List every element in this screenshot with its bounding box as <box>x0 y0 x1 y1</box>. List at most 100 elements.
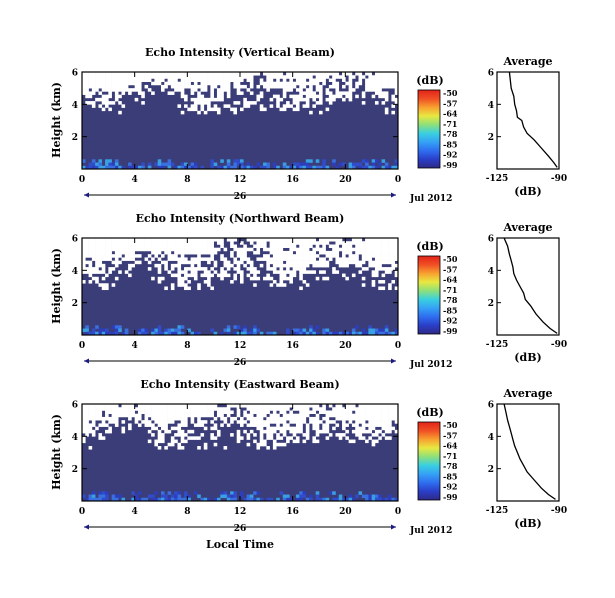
missing-cell <box>279 404 284 408</box>
missing-cell <box>276 426 280 431</box>
missing-cell <box>295 104 300 108</box>
missing-cell <box>391 407 396 411</box>
missing-cell <box>279 276 284 281</box>
missing-cell <box>134 260 139 265</box>
missing-cell <box>394 254 398 258</box>
missing-cell <box>233 276 238 281</box>
missing-cell <box>325 410 330 414</box>
missing-cell <box>223 257 228 261</box>
missing-cell <box>223 75 228 79</box>
missing-cell <box>190 263 195 268</box>
missing-cell <box>249 84 254 89</box>
missing-cell <box>322 238 326 242</box>
echo-cell <box>243 328 247 333</box>
missing-cell <box>210 254 214 258</box>
missing-cell <box>272 81 277 86</box>
echo-cell <box>193 491 198 495</box>
missing-cell <box>82 81 86 86</box>
missing-cell <box>98 72 103 76</box>
echo-cell <box>236 162 241 167</box>
missing-cell <box>85 270 89 274</box>
missing-cell <box>312 241 317 245</box>
colorbar-tick-label: -64 <box>443 275 458 285</box>
missing-cell <box>279 267 284 271</box>
missing-cell <box>240 280 244 284</box>
missing-cell <box>207 78 211 82</box>
missing-cell <box>263 423 267 427</box>
missing-cell <box>207 247 211 252</box>
missing-cell <box>305 88 310 92</box>
missing-cell <box>309 244 313 248</box>
missing-cell <box>203 250 208 255</box>
missing-cell <box>88 267 93 271</box>
missing-cell <box>134 78 139 82</box>
missing-cell <box>197 84 201 89</box>
missing-cell <box>210 433 214 437</box>
colorbar-label: (dB) <box>416 406 443 419</box>
missing-cell <box>279 250 284 255</box>
missing-cell <box>276 244 280 248</box>
missing-cell <box>137 91 142 95</box>
missing-cell <box>101 286 106 291</box>
missing-cell <box>253 244 257 248</box>
missing-cell <box>246 433 251 437</box>
missing-cell <box>355 84 359 89</box>
missing-cell <box>170 410 175 414</box>
missing-cell <box>147 247 152 252</box>
missing-cell <box>272 420 277 424</box>
missing-cell <box>345 72 349 76</box>
missing-cell <box>272 247 277 252</box>
missing-cell <box>276 257 280 261</box>
colorbar-tick-label: -85 <box>443 139 457 149</box>
missing-cell <box>345 413 349 418</box>
missing-cell <box>276 260 280 265</box>
missing-cell <box>371 75 376 79</box>
missing-cell <box>302 84 307 89</box>
missing-cell <box>328 404 333 408</box>
missing-cell <box>144 247 149 252</box>
missing-cell <box>170 72 175 76</box>
missing-cell <box>177 260 182 265</box>
echo-cell <box>332 159 336 163</box>
echo-cell <box>161 165 165 169</box>
missing-cell <box>299 416 303 421</box>
missing-cell <box>147 423 152 427</box>
missing-cell <box>381 286 386 291</box>
missing-cell <box>263 84 267 89</box>
missing-cell <box>236 81 241 86</box>
echo-cell <box>233 159 238 163</box>
missing-cell <box>325 263 330 268</box>
missing-cell <box>226 260 231 265</box>
echo-cell <box>180 497 185 501</box>
missing-cell <box>299 273 303 278</box>
missing-cell <box>220 270 224 274</box>
missing-cell <box>348 416 353 421</box>
missing-cell <box>332 78 336 82</box>
missing-cell <box>276 241 280 245</box>
missing-cell <box>374 410 379 414</box>
missing-cell <box>88 270 93 274</box>
missing-cell <box>325 426 330 431</box>
x-tick-label: 4 <box>132 341 138 351</box>
missing-cell <box>259 416 264 421</box>
missing-cell <box>335 257 340 261</box>
missing-cell <box>187 436 191 440</box>
echo-cell <box>161 494 165 499</box>
echo-cell <box>167 331 172 335</box>
missing-cell <box>292 433 297 437</box>
missing-cell <box>388 78 392 82</box>
missing-cell <box>190 91 195 95</box>
missing-cell <box>253 420 257 424</box>
missing-cell <box>213 97 218 102</box>
echo-cell <box>381 497 386 501</box>
echo-cell <box>342 497 346 501</box>
echo-cell <box>226 328 231 333</box>
missing-cell <box>197 446 201 450</box>
echo-cell <box>388 165 392 169</box>
missing-cell <box>361 416 366 421</box>
missing-cell <box>190 416 195 421</box>
missing-cell <box>164 247 168 252</box>
missing-cell <box>197 257 201 261</box>
missing-cell <box>233 267 238 271</box>
echo-cell <box>108 165 112 169</box>
